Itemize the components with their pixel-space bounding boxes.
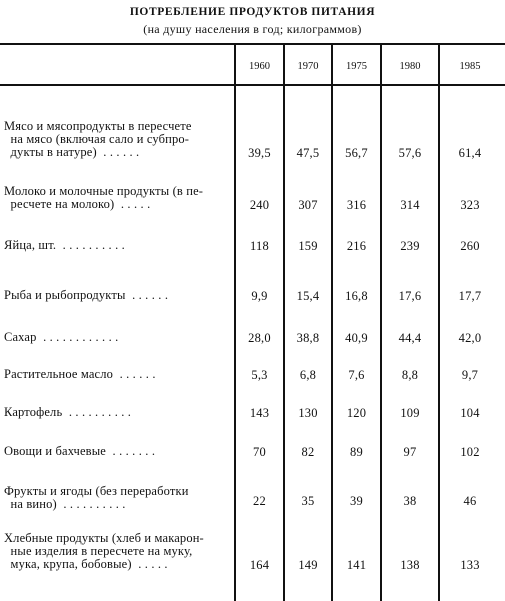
table-cell: 130 — [298, 406, 318, 420]
year-header: 1975 — [346, 61, 367, 72]
table-cell: 8,8 — [401, 368, 419, 382]
table-cell: 38,8 — [296, 331, 320, 345]
table-cell: 159 — [298, 239, 318, 253]
year-header: 1960 — [249, 61, 270, 72]
table-cell: 70 — [253, 445, 266, 459]
table-cell: 39,5 — [248, 146, 271, 160]
table-cell: 17,6 — [398, 289, 422, 303]
column-divider — [438, 44, 440, 601]
table-cell: 109 — [400, 406, 420, 420]
row-label: Хлебные продукты (хлеб и макарон- ные из… — [4, 531, 204, 571]
table-cell: 16,8 — [345, 289, 368, 303]
table-cell: 38 — [403, 494, 417, 508]
table-cell: 15,4 — [296, 289, 320, 303]
column-divider — [331, 44, 333, 601]
year-header: 1985 — [459, 61, 481, 72]
row-label: Растительное масло . . . . . . — [4, 367, 156, 381]
table-cell: 316 — [346, 198, 367, 212]
column-divider — [380, 44, 382, 601]
table-cell: 120 — [346, 406, 367, 420]
table-cell: 7,6 — [348, 368, 365, 382]
table-cell: 133 — [460, 558, 480, 572]
table-cell: 61,4 — [458, 146, 482, 160]
table-cell: 35 — [301, 494, 315, 508]
table-cell: 28,0 — [248, 331, 271, 345]
table-cell: 46 — [463, 494, 477, 508]
table-cell: 17,7 — [458, 289, 482, 303]
table-cell: 57,6 — [398, 146, 422, 160]
table-cell: 240 — [249, 198, 270, 212]
row-label: Картофель . . . . . . . . . . — [4, 405, 132, 419]
header-rule — [0, 84, 505, 86]
year-header: 1980 — [399, 61, 421, 72]
table-cell: 104 — [460, 406, 480, 420]
table-cell: 97 — [403, 445, 417, 459]
table-subtitle: (на душу населения в год; килограммов) — [143, 22, 362, 36]
row-label: Мясо и мясопродукты в пересчете на мясо … — [4, 119, 192, 159]
table-cell: 42,0 — [458, 331, 482, 345]
row-label: Овощи и бахчевые . . . . . . . — [4, 444, 156, 458]
table-cell: 82 — [301, 445, 315, 459]
row-label: Фрукты и ягоды (без переработки на вино)… — [4, 484, 189, 511]
table-cell: 56,7 — [345, 146, 368, 160]
table-cell: 102 — [460, 445, 480, 459]
table-cell: 40,9 — [345, 331, 368, 345]
table-cell: 89 — [350, 445, 363, 459]
table-cell: 22 — [253, 494, 266, 508]
table-cell: 9,9 — [251, 289, 268, 303]
year-header: 1970 — [297, 61, 319, 72]
column-divider — [283, 44, 285, 601]
table-cell: 314 — [400, 198, 420, 212]
table-cell: 9,7 — [461, 368, 479, 382]
table-cell: 138 — [400, 558, 420, 572]
column-divider — [234, 44, 236, 601]
table-cell: 143 — [249, 406, 270, 420]
table-cell: 149 — [298, 558, 318, 572]
top-rule — [0, 43, 505, 45]
table-cell: 118 — [250, 239, 269, 253]
table-cell: 323 — [460, 198, 480, 212]
table-cell: 260 — [460, 239, 480, 253]
table-cell: 307 — [298, 198, 318, 212]
table-cell: 39 — [350, 494, 363, 508]
table-title: ПОТРЕБЛЕНИЕ ПРОДУКТОВ ПИТАНИЯ — [129, 6, 376, 18]
row-label: Сахар . . . . . . . . . . . . — [4, 330, 119, 344]
row-label: Яйца, шт. . . . . . . . . . . — [4, 238, 125, 252]
table-cell: 47,5 — [296, 146, 320, 160]
table-cell: 6,8 — [299, 368, 317, 382]
row-label: Рыба и рыбопродукты . . . . . . — [4, 288, 169, 302]
table-cell: 44,4 — [398, 331, 422, 345]
table-cell: 5,3 — [251, 368, 268, 382]
row-label: Молоко и молочные продукты (в пе- ресчет… — [4, 184, 204, 211]
table-cell: 141 — [346, 558, 367, 572]
table-cell: 216 — [346, 239, 367, 253]
table-cell: 239 — [400, 239, 420, 253]
table-cell: 164 — [249, 558, 270, 572]
